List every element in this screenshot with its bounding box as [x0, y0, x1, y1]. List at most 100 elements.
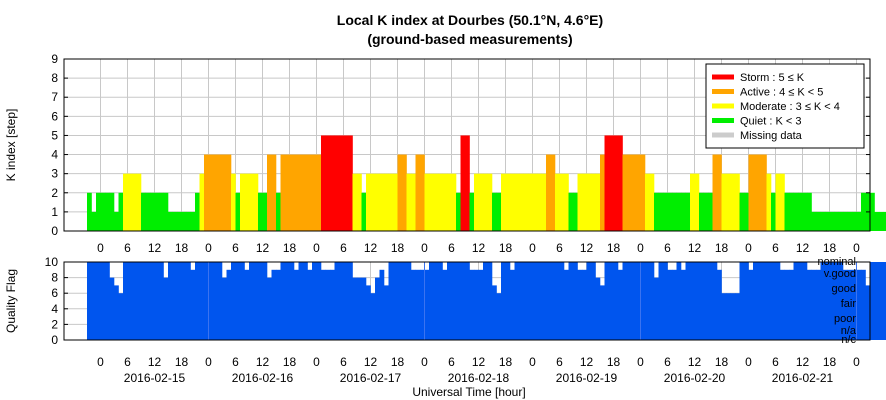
q-y-tick-label: 0	[51, 333, 58, 347]
k-index-bar	[447, 173, 452, 231]
quality-bar	[744, 262, 749, 340]
hour-tick-label: 6	[448, 241, 455, 255]
quality-bar	[208, 262, 214, 340]
k-index-bar	[735, 173, 740, 231]
k-index-bar	[199, 173, 205, 231]
legend-entry: Missing data	[740, 130, 803, 142]
quality-bar	[181, 262, 187, 340]
quality-bar	[379, 269, 385, 340]
k-index-bar	[127, 173, 133, 231]
quality-bar	[195, 262, 200, 340]
quality-bar	[834, 262, 839, 340]
k-index-bar	[775, 173, 781, 231]
k-index-bar	[613, 135, 619, 231]
quality-bar	[145, 262, 151, 340]
quality-bar	[343, 262, 349, 340]
quality-bar	[609, 262, 614, 340]
hour-tick-label: 12	[364, 355, 378, 369]
quality-bar	[402, 262, 407, 340]
hour-tick-label: 0	[421, 241, 428, 255]
date-label: 2016-02-18	[448, 371, 510, 385]
legend-entry: Moderate : 3 ≤ K < 4	[740, 101, 840, 113]
hour-tick-label: 18	[499, 241, 513, 255]
hour-tick-label: 6	[664, 241, 671, 255]
quality-bar	[136, 262, 142, 340]
quality-bar	[298, 262, 304, 340]
k-index-bar	[600, 154, 605, 231]
k-index-bar	[186, 211, 191, 231]
quality-bar	[672, 269, 677, 340]
quality-bar	[825, 262, 830, 340]
quality-bar	[415, 269, 421, 340]
quality-bar	[132, 262, 137, 340]
quality-bar	[222, 277, 227, 340]
hour-tick-label: 12	[472, 241, 486, 255]
k-index-bar	[780, 173, 785, 231]
quality-category-label: nominal	[817, 256, 856, 268]
quality-bar	[244, 269, 250, 340]
quality-bar	[447, 262, 452, 340]
k-index-bar	[208, 154, 214, 231]
k-index-bar	[294, 154, 299, 231]
k-index-bar	[280, 154, 286, 231]
k-index-bar	[708, 192, 713, 231]
k-index-bar	[496, 192, 502, 231]
quality-bar	[798, 262, 803, 340]
k-index-bar	[510, 173, 515, 231]
quality-bar	[294, 269, 299, 340]
quality-bar	[708, 262, 713, 340]
k-index-bar	[177, 211, 182, 231]
hour-tick-label: 6	[772, 241, 779, 255]
k-index-bar	[96, 192, 101, 231]
k-index-bar	[159, 192, 164, 231]
quality-bar	[627, 262, 632, 340]
k-index-bar	[528, 173, 533, 231]
k-index-bar	[420, 154, 425, 231]
quality-bar	[865, 285, 871, 340]
hour-tick-label: 0	[421, 355, 428, 369]
k-index-bar	[298, 154, 304, 231]
quality-bar	[330, 269, 335, 340]
quality-bar	[793, 262, 799, 340]
k-index-bar	[487, 173, 493, 231]
quality-bar	[501, 262, 506, 340]
k-index-bar	[555, 173, 560, 231]
hour-tick-label: 18	[823, 241, 837, 255]
k-index-bar	[145, 192, 151, 231]
quality-bar	[730, 293, 736, 340]
k-index-bar	[235, 192, 241, 231]
quality-bar	[105, 262, 110, 340]
k-index-bar	[852, 211, 857, 231]
hour-tick-label: 0	[529, 355, 536, 369]
k-index-bar	[451, 173, 457, 231]
k-index-bar	[546, 154, 551, 231]
quality-bar	[334, 262, 340, 340]
quality-bar	[123, 262, 128, 340]
chart-subtitle: (ground-based measurements)	[367, 31, 572, 47]
quality-bar	[469, 269, 475, 340]
quality-bar	[640, 262, 646, 340]
k-index-bar	[132, 173, 137, 231]
k-index-bar	[577, 173, 583, 231]
quality-bar	[537, 262, 542, 340]
hour-tick-label: 18	[391, 355, 405, 369]
quality-bar	[168, 262, 173, 340]
quality-bar	[852, 269, 857, 340]
hour-tick-label: 0	[745, 355, 752, 369]
k-index-bar	[289, 154, 295, 231]
k-index-bar	[114, 211, 119, 231]
k-index-bar	[262, 192, 268, 231]
k-y-tick-label: 0	[51, 224, 58, 238]
k-index-bar	[559, 173, 565, 231]
k-index-bar	[163, 192, 169, 231]
k-index-bar	[361, 192, 367, 231]
k-index-bar	[325, 135, 331, 231]
k-index-bar	[744, 192, 749, 231]
k-index-bar	[532, 173, 538, 231]
quality-bar	[735, 293, 740, 340]
k-index-bar	[276, 192, 281, 231]
k-index-bar	[226, 154, 232, 231]
quality-bar	[127, 262, 133, 340]
